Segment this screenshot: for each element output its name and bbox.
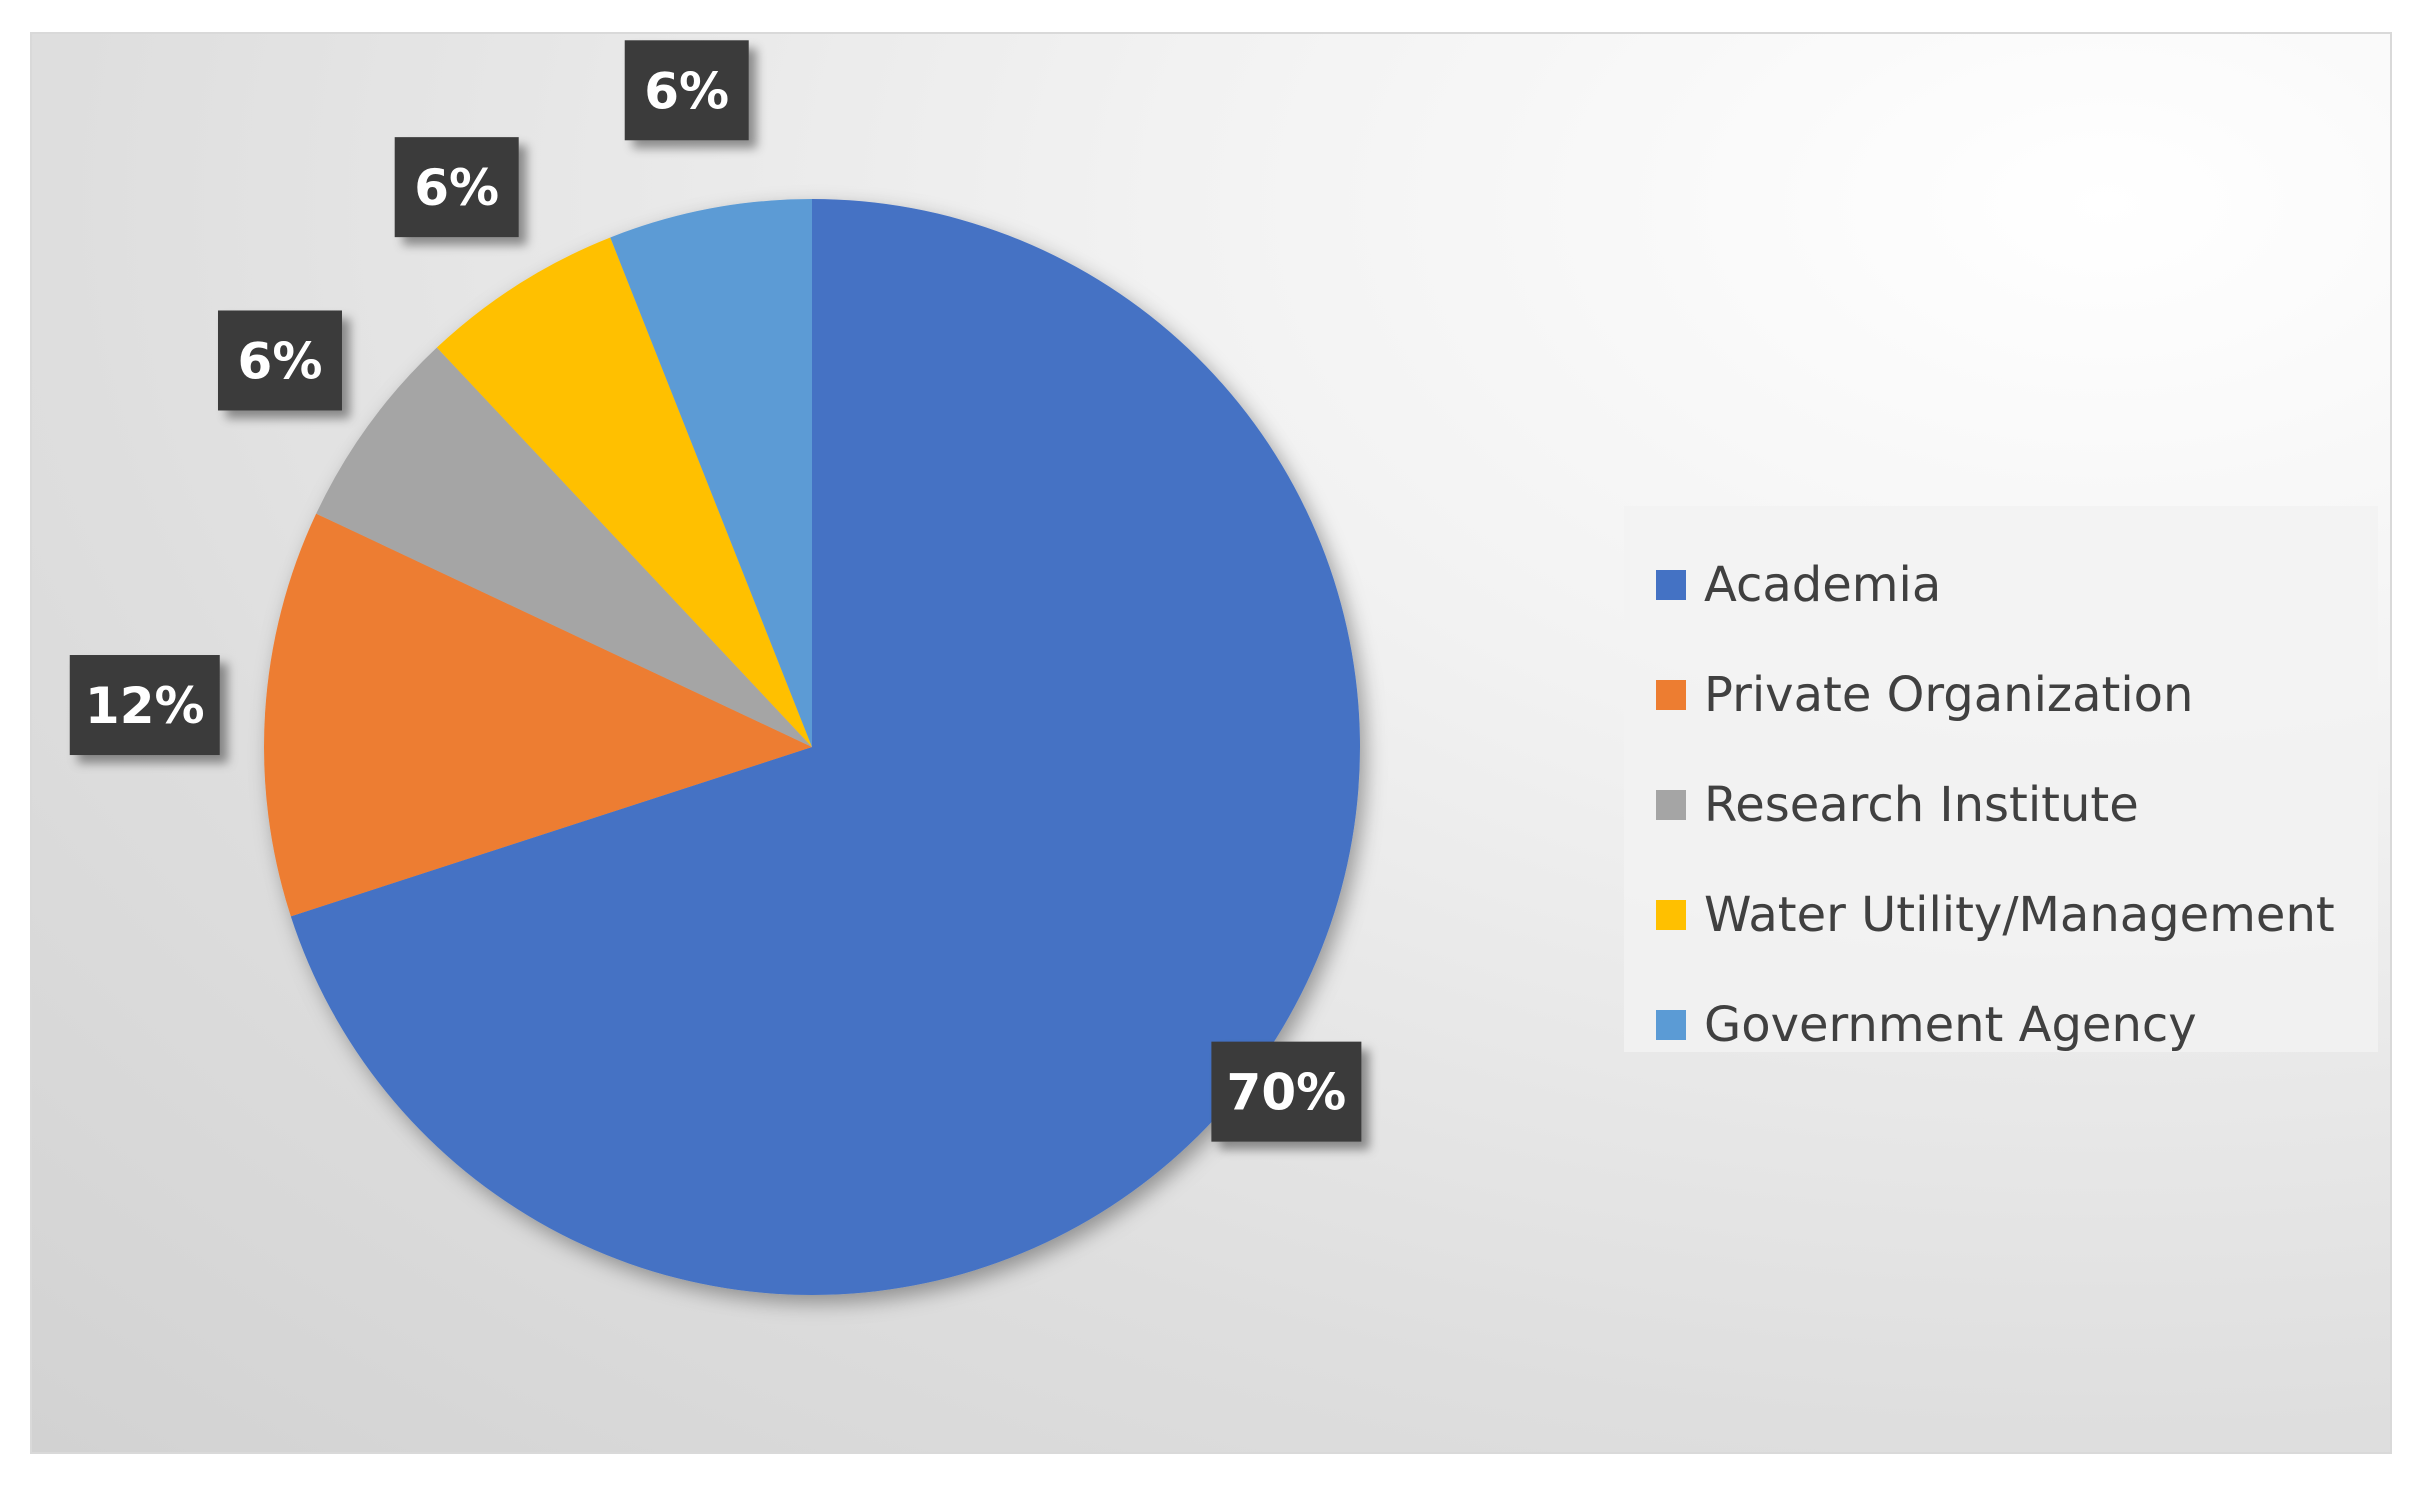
data-label-government-agency: 6% — [624, 40, 749, 141]
legend-item-research-institute: Research Institute — [1656, 750, 2378, 860]
data-label-text: 6% — [414, 159, 499, 217]
pie-data-labels: 70% 12% 6% 6% 6% — [69, 40, 1362, 1142]
data-label-box — [69, 655, 220, 756]
legend-item-academia: Academia — [1656, 530, 2378, 640]
pie-slice-government-agency — [610, 199, 812, 747]
legend-item-water-utility: Water Utility/Management — [1656, 860, 2378, 970]
legend-item-government-agency: Government Agency — [1656, 970, 2378, 1080]
pie-slice-water-utility — [436, 237, 812, 747]
data-label-text: 70% — [1227, 1064, 1347, 1122]
legend-swatch-private-organization — [1656, 680, 1686, 710]
legend-swatch-academia — [1656, 570, 1686, 600]
data-label-box — [394, 137, 519, 238]
pie-slice-academia — [290, 199, 1360, 1296]
data-label-text: 12% — [85, 677, 205, 735]
data-label-private-organization: 12% — [69, 655, 220, 756]
data-label-box — [624, 40, 749, 141]
data-label-academia: 70% — [1211, 1041, 1362, 1142]
data-label-box — [1211, 1041, 1362, 1142]
chart-area: 70% 12% 6% 6% 6% Academia Private Organizati… — [30, 32, 2392, 1454]
legend-item-private-organization: Private Organization — [1656, 640, 2378, 750]
data-label-water-utility: 6% — [394, 137, 519, 238]
data-label-research-institute: 6% — [217, 310, 342, 411]
legend-swatch-government-agency — [1656, 1010, 1686, 1040]
data-label-text: 6% — [644, 62, 729, 120]
pie-slice-research-institute — [316, 347, 812, 747]
data-label-box — [217, 310, 342, 411]
data-label-text: 6% — [238, 332, 323, 390]
legend-label-water-utility: Water Utility/Management — [1704, 887, 2335, 943]
pie-slice-private-organization — [263, 513, 812, 917]
legend-label-research-institute: Research Institute — [1704, 777, 2139, 833]
legend: Academia Private Organization Research I… — [1624, 506, 2378, 1053]
legend-label-private-organization: Private Organization — [1704, 667, 2194, 723]
pie-chart: 70% 12% 6% 6% 6% — [69, 40, 1362, 1296]
legend-label-government-agency: Government Agency — [1704, 997, 2197, 1053]
pie-slices — [263, 199, 1360, 1296]
legend-label-academia: Academia — [1704, 557, 1942, 613]
legend-swatch-water-utility — [1656, 900, 1686, 930]
legend-swatch-research-institute — [1656, 790, 1686, 820]
